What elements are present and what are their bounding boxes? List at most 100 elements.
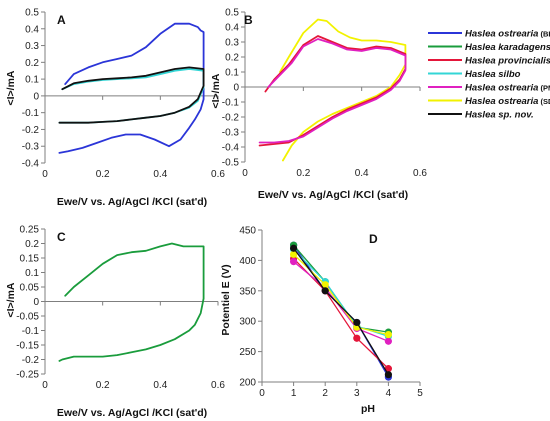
legend-entry-label: Haslea silbo (465, 69, 521, 80)
panel-a-series (58, 22, 205, 154)
panel-c-y-tick-label: 0.25 (20, 225, 40, 236)
panel-d-y-tick-label: 400 (239, 256, 256, 267)
panel-b-x-tick-label: 0.4 (355, 168, 369, 179)
panel-a-label: A (57, 13, 66, 27)
panel-d-data-point (384, 330, 392, 339)
panel-d-x-tick-label: 5 (417, 388, 423, 399)
panel-c-y-tick-label: 0 (33, 297, 39, 308)
panel-c-y-tick-label: 0.15 (20, 254, 40, 265)
panel-d-series-line (292, 260, 390, 342)
panel-c-xlabel: Ewe/V vs. Ag/AgCl /KCl (sat'd) (57, 407, 207, 419)
panel-c-y-tick-label: -0.2 (22, 355, 40, 366)
panel-b-ylabel: <I>/mA (210, 73, 222, 108)
panel-d-xlabel: pH (361, 403, 375, 415)
panel-d-x-tick-label: 2 (322, 388, 328, 399)
panel-c-x-tick-label: 0 (42, 380, 48, 391)
panel-d-data-point (290, 250, 298, 258)
panel-c-y-tick-label: -0.25 (16, 370, 39, 381)
legend-entry-label: Haslea ostrearia (SD) (465, 96, 550, 107)
panel-b-y-tick-label: 0.1 (225, 68, 239, 79)
panel-d: 200 250 300 350 400 450 0 1 2 3 4 5 D pH Potentiel … (220, 226, 423, 416)
panel-d-data-point (321, 287, 329, 295)
panel-a: -0.4 -0.3 -0.2 -0.1 0 0.1 0.2 0.3 0.4 0.5 0 0.2 0.4 0… (5, 8, 225, 209)
panel-a-y-tick-label: -0.1 (22, 108, 40, 119)
panel-c-x-tick-label: 0.4 (153, 380, 167, 391)
panel-b: -0.5 -0.4 -0.3 -0.2 -0.1 0 0.1 0.2 0.3 0.4 0.5 0 0.2… (210, 8, 427, 202)
panel-a-y-tick-label: -0.2 (22, 125, 40, 136)
panel-c-y-tick-label: -0.15 (16, 341, 39, 352)
panel-d-ylabel: Potentiel E (V) (220, 264, 232, 335)
panel-d-label: D (369, 232, 378, 246)
panel-d-data-point (290, 258, 298, 266)
panel-c-y-tick-label: 0.1 (25, 268, 39, 279)
panel-d-series-line (292, 244, 390, 333)
legend-entry-label: Haslea karadagensis (465, 42, 550, 53)
panel-d-series (290, 241, 392, 381)
panel-d-data-point (384, 371, 392, 379)
panel-a-series-line (58, 66, 205, 124)
panel-c-ylabel: <I>/mA (5, 282, 17, 317)
legend-entry-label: Haslea sp. nov. (465, 110, 534, 121)
panel-c-y-tick-label: 0.05 (20, 283, 40, 294)
panel-a-x-tick-label: 0.4 (153, 169, 167, 180)
panel-a-y-tick-label: 0.5 (25, 8, 39, 19)
panel-c-y-tick-label: -0.1 (22, 326, 40, 337)
panel-d-x-tick-label: 3 (354, 388, 360, 399)
panel-b-series-line (258, 38, 407, 144)
panel-a-series-line (58, 22, 205, 154)
legend-entry-suffix: (PM) (538, 84, 550, 93)
panel-d-data-point (384, 365, 392, 373)
panel-a-y-tick-label: 0 (33, 91, 39, 102)
panel-d-series-line (292, 247, 390, 376)
panel-b-xlabel: Ewe/V vs. Ag/AgCl /KCl (sat'd) (258, 189, 408, 201)
panel-c-x-tick-label: 0.2 (96, 380, 110, 391)
panel-d-y-tick-label: 200 (239, 378, 256, 389)
panel-d-x-tick-label: 0 (259, 388, 265, 399)
legend-entry-label: Haslea provincialis (465, 56, 550, 67)
panel-b-y-tick-label: 0 (233, 83, 239, 94)
panel-d-data-point (321, 281, 329, 289)
panel-d-y-tick-label: 350 (239, 286, 256, 297)
panel-b-x-tick-label: 0.6 (413, 168, 427, 179)
panel-a-x-tick-label: 0.6 (211, 169, 225, 180)
panel-d-y-tick-label: 250 (239, 347, 256, 358)
panel-a-x-tick-label: 0 (42, 169, 48, 180)
legend: Haslea ostrearia (BB) Haslea karadagensis… (428, 29, 550, 121)
legend-entry-suffix: (SD) (538, 97, 550, 106)
panel-d-y-tick-label: 450 (239, 226, 256, 237)
panel-a-ylabel: <I>/mA (5, 70, 17, 105)
panel-c-label: C (57, 230, 66, 244)
legend-entry-label: Haslea ostrearia (PM) (465, 83, 550, 94)
panel-b-y-tick-label: -0.5 (222, 158, 240, 169)
panel-d-data-point (290, 244, 298, 252)
panel-a-xlabel: Ewe/V vs. Ag/AgCl /KCl (sat'd) (57, 196, 207, 208)
panel-c: -0.25 -0.2 -0.15 -0.1 -0.05 0 0.05 0.1 0.15 0.2 0.… (5, 225, 225, 420)
panel-a-y-tick-label: -0.4 (22, 159, 40, 170)
panel-a-y-tick-label: 0.2 (25, 58, 39, 69)
panel-c-y-tick-label: 0.2 (25, 239, 39, 250)
panel-b-series (258, 18, 407, 162)
panel-a-y-tick-label: -0.3 (22, 142, 40, 153)
panel-d-data-point (353, 318, 361, 327)
panel-d-x-tick-label: 4 (386, 388, 392, 399)
panel-b-label: B (244, 13, 253, 27)
panel-d-data-point (384, 337, 392, 345)
panel-d-axes: 200 250 300 350 400 450 0 1 2 3 4 5 (239, 226, 423, 400)
panel-d-data-point (353, 334, 361, 342)
panel-b-y-tick-label: 0.2 (225, 53, 239, 64)
panel-a-axes: -0.4 -0.3 -0.2 -0.1 0 0.1 0.2 0.3 0.4 0.5 0 0.2 0.4 0… (22, 8, 226, 181)
panel-a-y-tick-label: 0.4 (25, 24, 39, 35)
panel-d-x-tick-label: 1 (291, 388, 297, 399)
panel-b-y-tick-label: 0.5 (225, 8, 239, 19)
panel-b-y-tick-label: 0.3 (225, 38, 239, 49)
panel-a-y-tick-label: 0.1 (25, 75, 39, 86)
panel-b-y-tick-label: -0.3 (222, 128, 240, 139)
panel-c-series (58, 242, 205, 362)
panel-b-y-tick-label: -0.1 (222, 98, 240, 109)
panel-a-x-tick-label: 0.2 (96, 169, 110, 180)
panel-c-series-line (58, 242, 205, 362)
legend-entry-label: Haslea ostrearia (BB) (465, 29, 550, 40)
legend-entry-suffix: (BB) (538, 30, 550, 39)
panel-c-axes: -0.25 -0.2 -0.15 -0.1 -0.05 0 0.05 0.1 0.15 0.2 0.… (16, 225, 225, 392)
